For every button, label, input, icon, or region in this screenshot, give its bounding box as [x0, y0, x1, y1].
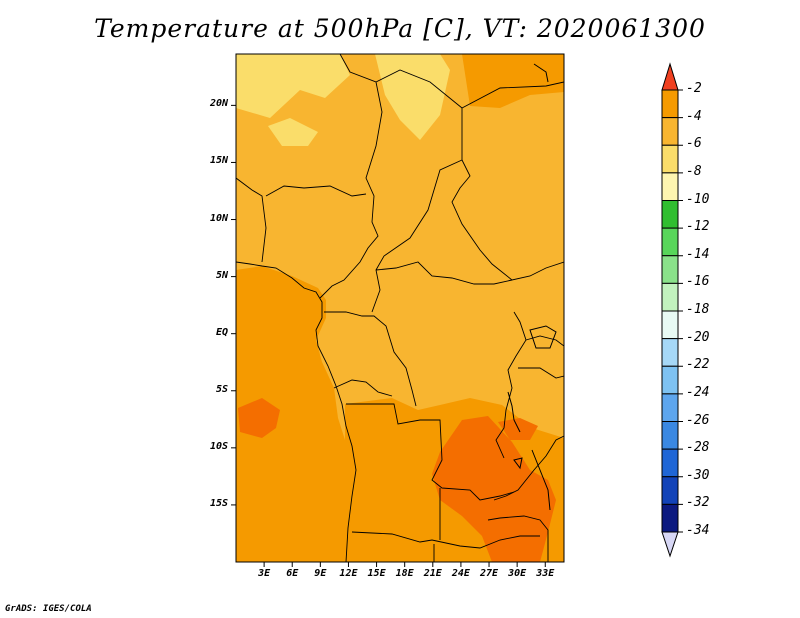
colorbar-cell [661, 117, 679, 146]
lake-tanganyika [507, 391, 521, 433]
border-angola-namibia [351, 531, 540, 549]
field-patch-north-small [268, 118, 318, 146]
border-libya-sudan [461, 81, 564, 109]
colorbar-label: -4 [686, 108, 702, 124]
colorbar-label: -24 [686, 384, 710, 400]
border-sudan-car [451, 159, 564, 281]
colorbar [661, 62, 683, 558]
atlantic-coastline [236, 261, 357, 562]
colorbar-cell [661, 503, 679, 533]
field-band-4-6-west [236, 266, 352, 562]
footer-credit: GrADS: IGES/COLA [5, 604, 92, 614]
colorbar-label: -20 [686, 329, 710, 345]
colorbar-label: -12 [686, 219, 710, 235]
colorbar-label: -32 [686, 495, 710, 511]
lake-malawi [531, 449, 551, 511]
border-zambia-tanzania [493, 435, 564, 501]
colorbar-cell [661, 338, 679, 367]
country-borders [236, 54, 564, 562]
lon-tick-label: 9E [314, 568, 327, 579]
lat-tick-marks [231, 104, 236, 506]
colorbar-cell [661, 421, 679, 450]
colorbar-cell [661, 255, 679, 284]
chart-title: Temperature at 500hPa [C], VT: 202006130… [94, 14, 706, 43]
lat-tick-label: 15S [209, 497, 228, 509]
border-car-drc [375, 261, 513, 285]
border-chad [371, 69, 463, 313]
lat-tick-label: 15N [209, 155, 228, 167]
lat-tick-label: 10S [209, 440, 228, 452]
colorbar-cell [661, 144, 679, 174]
field-patch-north-west [236, 54, 350, 118]
lat-tick-label: 20N [209, 98, 228, 110]
lon-tick-label: 15E [367, 568, 386, 579]
colorbar-cell [661, 476, 679, 505]
lon-tick-label: 3E [258, 568, 271, 579]
colorbar-cells [661, 89, 679, 533]
lat-tick-label: 5N [215, 269, 228, 281]
colorbar-label: -30 [686, 467, 710, 483]
lake-mweru [513, 457, 523, 470]
colorbar-cell [661, 227, 679, 257]
border-cabinda [333, 379, 393, 397]
colorbar-label: -16 [686, 274, 710, 290]
colorbar-label: -8 [686, 163, 702, 179]
lon-tick-label: 12E [339, 568, 358, 579]
border-niger-nigeria [265, 185, 367, 197]
lon-tick-label: 18E [395, 568, 414, 579]
colorbar-cell [661, 448, 679, 478]
colorbar-label: -2 [686, 81, 702, 96]
lon-tick-label: 27E [479, 568, 499, 579]
border-west-africa [236, 177, 267, 263]
border-uganda-tanzania [518, 367, 564, 379]
colorbar-cell [661, 393, 679, 422]
red-sea-coast [533, 63, 549, 83]
field-patch-warm-atlantic [238, 398, 280, 438]
lon-tick-marks [263, 562, 546, 567]
colorbar-bottom-arrow [661, 531, 679, 558]
colorbar-label: -28 [686, 440, 710, 456]
colorbar-cell [661, 200, 679, 229]
colorbar-label: -6 [686, 136, 702, 152]
lon-tick-label: 21E [423, 568, 442, 579]
lon-tick-label: 30E [508, 568, 527, 579]
lake-victoria [529, 325, 557, 349]
map-frame [235, 53, 565, 563]
lon-tick-label: 24E [451, 568, 470, 579]
colorbar-cell [661, 310, 679, 340]
lat-tick-label: 10N [209, 212, 228, 224]
temperature-field [236, 54, 564, 562]
colorbar-label: -18 [686, 302, 710, 317]
colorbar-cell [661, 89, 679, 119]
lakes [507, 63, 557, 511]
lon-tick-label: 33E [536, 568, 555, 579]
colorbar-label: -26 [686, 412, 710, 428]
colorbar-cell [661, 282, 679, 312]
lat-tick-label: 5S [215, 383, 228, 395]
colorbar-cell [661, 365, 679, 395]
colorbar-tick-marks [678, 89, 683, 533]
colorbar-label: -34 [686, 523, 710, 538]
border-niger-chad-west [319, 54, 383, 299]
colorbar-top-arrow [661, 62, 679, 91]
field-patch-north-central [375, 54, 450, 140]
colorbar-label: -14 [686, 246, 710, 262]
border-zimbabwe [487, 515, 549, 562]
lon-tick-label: 6E [286, 568, 299, 579]
colorbar-cell [661, 172, 679, 201]
field-patch-warm-southeast [432, 416, 556, 562]
lat-tick-label: EQ [215, 326, 228, 338]
border-congo-drc [324, 311, 417, 407]
colorbar-label: -22 [686, 357, 710, 373]
border-drc-east [495, 311, 527, 459]
colorbar-label: -10 [686, 191, 710, 207]
border-angola-drc [346, 403, 515, 501]
